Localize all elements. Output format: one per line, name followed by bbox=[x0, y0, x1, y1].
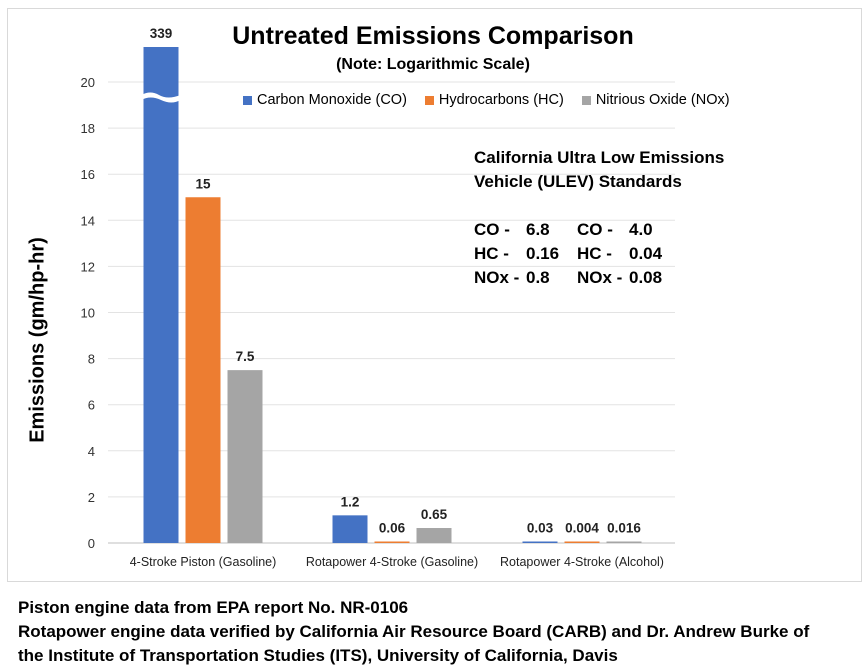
standards-key: NOx - bbox=[474, 268, 520, 287]
bar bbox=[374, 541, 410, 543]
data-label: 0.65 bbox=[421, 507, 448, 522]
bar bbox=[227, 370, 263, 543]
legend-item-co: Carbon Monoxide (CO) bbox=[243, 92, 407, 108]
y-tick-label: 12 bbox=[81, 259, 95, 274]
standards-value: 0.04 bbox=[629, 244, 663, 263]
y-tick-label: 0 bbox=[88, 536, 95, 551]
data-label: 0.004 bbox=[565, 521, 599, 536]
data-label: 1.2 bbox=[341, 494, 360, 509]
y-tick-label: 18 bbox=[81, 121, 95, 136]
y-axis-label: Emissions (gm/hp-hr) bbox=[26, 237, 49, 443]
bar bbox=[416, 528, 452, 543]
standards-cell: CO - 4.0 bbox=[577, 218, 687, 242]
standards-cell: HC - 0.16 bbox=[474, 242, 577, 266]
standards-grid: CO - 6.8 CO - 4.0 HC - 0.16 HC - 0.04 NOx - 0… bbox=[474, 218, 724, 290]
bar bbox=[332, 515, 368, 543]
ulev-standards-box: California Ultra Low Emissions Vehicle (… bbox=[474, 146, 724, 290]
bar bbox=[606, 541, 642, 543]
data-label: 15 bbox=[195, 176, 211, 191]
footnote-line-2: Rotapower engine data verified by Califo… bbox=[18, 622, 810, 641]
x-category-label: Rotapower 4-Stroke (Alcohol) bbox=[500, 555, 664, 569]
chart-title: Untreated Emissions Comparison bbox=[232, 22, 634, 50]
axis-break-mark bbox=[141, 92, 181, 103]
y-tick-label: 10 bbox=[81, 306, 95, 321]
chart-legend: Carbon Monoxide (CO) Hydrocarbons (HC) N… bbox=[243, 92, 730, 108]
legend-label-hc: Hydrocarbons (HC) bbox=[438, 92, 564, 108]
standards-value: 0.16 bbox=[526, 244, 560, 263]
y-tick-label: 20 bbox=[81, 75, 95, 90]
standards-cell: CO - 6.8 bbox=[474, 218, 577, 242]
bar bbox=[143, 47, 179, 543]
standards-key: NOx - bbox=[577, 268, 623, 287]
standards-title-line1: California Ultra Low Emissions bbox=[474, 148, 725, 167]
standards-cell: HC - 0.04 bbox=[577, 242, 687, 266]
legend-swatch-co bbox=[243, 95, 252, 105]
standards-title-line2: Vehicle (ULEV) Standards bbox=[474, 172, 682, 191]
standards-key: HC - bbox=[474, 244, 509, 263]
y-tick-label: 2 bbox=[88, 490, 95, 505]
standards-key: CO - bbox=[474, 220, 510, 239]
y-tick-label: 8 bbox=[88, 352, 95, 367]
y-tick-label: 4 bbox=[88, 444, 95, 459]
legend-label-co: Carbon Monoxide (CO) bbox=[257, 92, 407, 108]
standards-key: HC - bbox=[577, 244, 612, 263]
standards-value: 0.08 bbox=[629, 268, 663, 287]
standards-value: 4.0 bbox=[629, 220, 653, 239]
legend-swatch-hc bbox=[424, 95, 434, 105]
chart-subtitle: (Note: Logarithmic Scale) bbox=[336, 56, 530, 73]
y-tick-label: 16 bbox=[81, 167, 95, 182]
standards-cell: NOx - 0.8 bbox=[474, 266, 577, 290]
bar bbox=[185, 197, 221, 543]
footnotes: Piston engine data from EPA report No. N… bbox=[18, 596, 809, 668]
x-category-label: Rotapower 4-Stroke (Gasoline) bbox=[306, 555, 478, 569]
data-label: 0.016 bbox=[607, 521, 641, 536]
legend-item-nox: Nitrious Oxide (NOx) bbox=[581, 92, 730, 108]
standards-value: 0.8 bbox=[526, 268, 550, 287]
bar bbox=[564, 541, 600, 543]
y-tick-label: 14 bbox=[81, 213, 95, 228]
bar bbox=[522, 541, 558, 543]
legend-swatch-nox bbox=[581, 95, 591, 105]
x-category-label: 4-Stroke Piston (Gasoline) bbox=[130, 555, 277, 569]
y-tick-label: 6 bbox=[88, 398, 95, 413]
legend-label-nox: Nitrious Oxide (NOx) bbox=[595, 92, 730, 108]
standards-cell: NOx - 0.08 bbox=[577, 266, 687, 290]
data-label: 0.03 bbox=[527, 521, 554, 536]
data-label: 7.5 bbox=[236, 349, 255, 364]
footnote-line-3: the Institute of Transportation Studies … bbox=[18, 646, 618, 665]
legend-item-hc: Hydrocarbons (HC) bbox=[424, 92, 564, 108]
footnote-line-1: Piston engine data from EPA report No. N… bbox=[18, 598, 409, 617]
data-label: 0.06 bbox=[379, 521, 406, 536]
data-label: 339 bbox=[150, 26, 173, 41]
standards-value: 6.8 bbox=[526, 220, 550, 239]
standards-key: CO - bbox=[577, 220, 613, 239]
